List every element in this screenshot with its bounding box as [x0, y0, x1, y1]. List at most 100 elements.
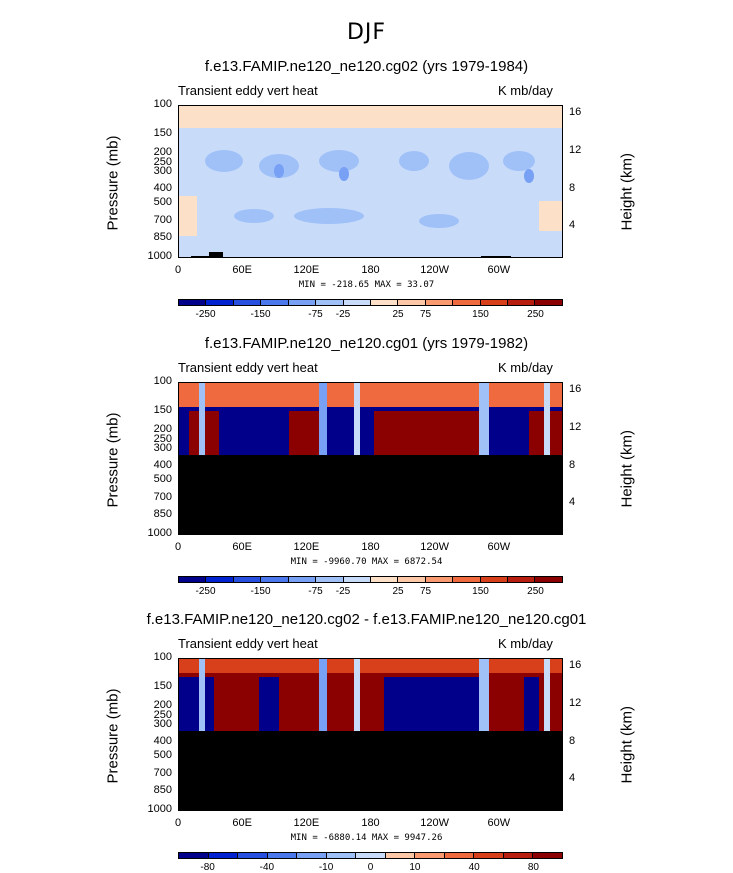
- colorbar-swatch: [535, 577, 562, 582]
- pressure-tick-label: 700: [153, 214, 172, 226]
- height-tick-label: 16: [569, 383, 582, 395]
- colorbar-label: -25: [335, 309, 351, 320]
- colorbar-swatch: [316, 300, 344, 305]
- negative-blob: [205, 150, 243, 172]
- colorbar-label: 0: [367, 862, 374, 873]
- colorbar-swatch: [415, 853, 445, 858]
- longitude-tick-label: 0: [174, 817, 182, 829]
- panel-title: f.e13.FAMIP.ne120_ne120.cg01 (yrs 1979-1…: [204, 335, 529, 352]
- pressure-tick-label: 700: [153, 491, 172, 503]
- y-axis-title: Pressure (mb): [104, 411, 122, 507]
- colorbar-label: 75: [419, 309, 432, 320]
- colorbar-swatch: [453, 300, 481, 305]
- longitude-tick-label: 120W: [420, 817, 450, 829]
- pressure-tick-label: 400: [153, 735, 172, 747]
- panel-field-label: Transient eddy vert heat: [178, 636, 318, 651]
- positive-patch: [539, 201, 562, 231]
- heatmap-plot: [178, 105, 563, 258]
- colorbar-swatch: [326, 853, 357, 858]
- y2-axis-title: Height (km): [618, 152, 636, 230]
- colorbar-swatch: [453, 577, 481, 582]
- longitude-tick-label: 120E: [293, 264, 320, 276]
- heatmap-canvas: [179, 106, 562, 257]
- colorbar-label: -75: [308, 586, 323, 597]
- vertical-streak: [319, 383, 327, 455]
- vertical-streak: [479, 659, 489, 731]
- vertical-streak: [544, 383, 550, 455]
- pressure-tick-label: 500: [153, 196, 172, 208]
- colorbar-swatch: [425, 577, 454, 582]
- positive-patch: [179, 196, 197, 236]
- y-axis-title: Pressure (mb): [104, 687, 122, 783]
- topography: [191, 256, 221, 257]
- negative-core: [339, 167, 349, 181]
- colorbar-label: 150: [472, 586, 489, 597]
- negative-blob: [234, 209, 274, 223]
- colorbar-swatch: [508, 300, 536, 305]
- colorbar-swatch: [288, 300, 317, 305]
- pressure-tick-label: 850: [153, 784, 172, 796]
- upper-band: [179, 659, 562, 673]
- colorbar-swatch: [206, 300, 234, 305]
- colorbar-label: -10: [318, 862, 334, 873]
- colorbar-swatch: [535, 300, 562, 305]
- heatmap-canvas: [179, 659, 562, 810]
- pressure-tick-label: 850: [153, 231, 172, 243]
- height-tick-label: 8: [569, 735, 576, 747]
- pressure-tick-label: 300: [153, 165, 172, 177]
- colorbar-swatch: [508, 577, 536, 582]
- colorbar-label: 80: [527, 862, 539, 873]
- topography: [481, 256, 511, 257]
- negative-core: [274, 164, 284, 178]
- longitude-tick-label: 120W: [420, 541, 450, 553]
- pressure-tick-label: 500: [153, 749, 172, 761]
- negative-core: [524, 169, 534, 183]
- pressure-tick-label: 100: [153, 651, 172, 663]
- negative-blob: [399, 151, 429, 171]
- longitude-tick-label: 180: [361, 541, 380, 553]
- pressure-tick-label: 250: [153, 156, 172, 168]
- min-max-readout: MIN = -218.65 MAX = 33.07: [298, 280, 435, 290]
- heatmap-plot: [178, 658, 563, 811]
- pressure-tick-label: 150: [153, 404, 172, 416]
- colorbar-swatch: [233, 577, 262, 582]
- colorbar-swatch: [356, 853, 386, 858]
- colorbar-label: 10: [409, 862, 421, 873]
- height-tick-label: 4: [569, 772, 576, 784]
- colorbar-swatch: [261, 577, 289, 582]
- pressure-tick-label: 200: [153, 699, 172, 711]
- pressure-tick-label: 250: [153, 709, 172, 721]
- colorbar-swatch: [233, 300, 262, 305]
- masked-region: [179, 731, 562, 810]
- pressure-tick-label: 500: [153, 473, 172, 485]
- field-background: [179, 106, 562, 257]
- min-max-readout: MIN = -6880.14 MAX = 9947.26: [290, 833, 443, 843]
- longitude-tick-label: 120E: [293, 541, 320, 553]
- longitude-tick-label: 60W: [487, 264, 511, 276]
- vertical-streak: [354, 383, 360, 455]
- panel-title: f.e13.FAMIP.ne120_ne120.cg02 - f.e13.FAM…: [146, 611, 587, 628]
- upper-positive-band: [179, 106, 562, 128]
- vertical-streak: [354, 659, 360, 731]
- pressure-tick-label: 1000: [147, 803, 172, 815]
- colorbar-swatch: [206, 577, 234, 582]
- y2-axis-title: Height (km): [618, 705, 636, 783]
- height-tick-label: 4: [569, 496, 576, 508]
- vertical-streak: [199, 383, 205, 455]
- colorbar-label: -150: [250, 309, 271, 320]
- colorbar-swatch: [297, 853, 327, 858]
- min-max-readout: MIN = -9960.70 MAX = 6872.54: [290, 557, 443, 567]
- colorbar-swatch: [288, 577, 317, 582]
- masked-region: [179, 455, 562, 534]
- longitude-tick-label: 120W: [420, 264, 450, 276]
- colorbar-swatch: [503, 853, 534, 858]
- colorbar-swatch: [480, 300, 509, 305]
- colorbar: [178, 576, 563, 583]
- colorbar-swatch: [179, 853, 209, 858]
- pressure-tick-label: 700: [153, 767, 172, 779]
- colorbar-label: -25: [335, 586, 351, 597]
- colorbar: [178, 299, 563, 306]
- height-tick-label: 12: [569, 144, 582, 156]
- height-tick-label: 16: [569, 106, 582, 118]
- pressure-tick-label: 300: [153, 442, 172, 454]
